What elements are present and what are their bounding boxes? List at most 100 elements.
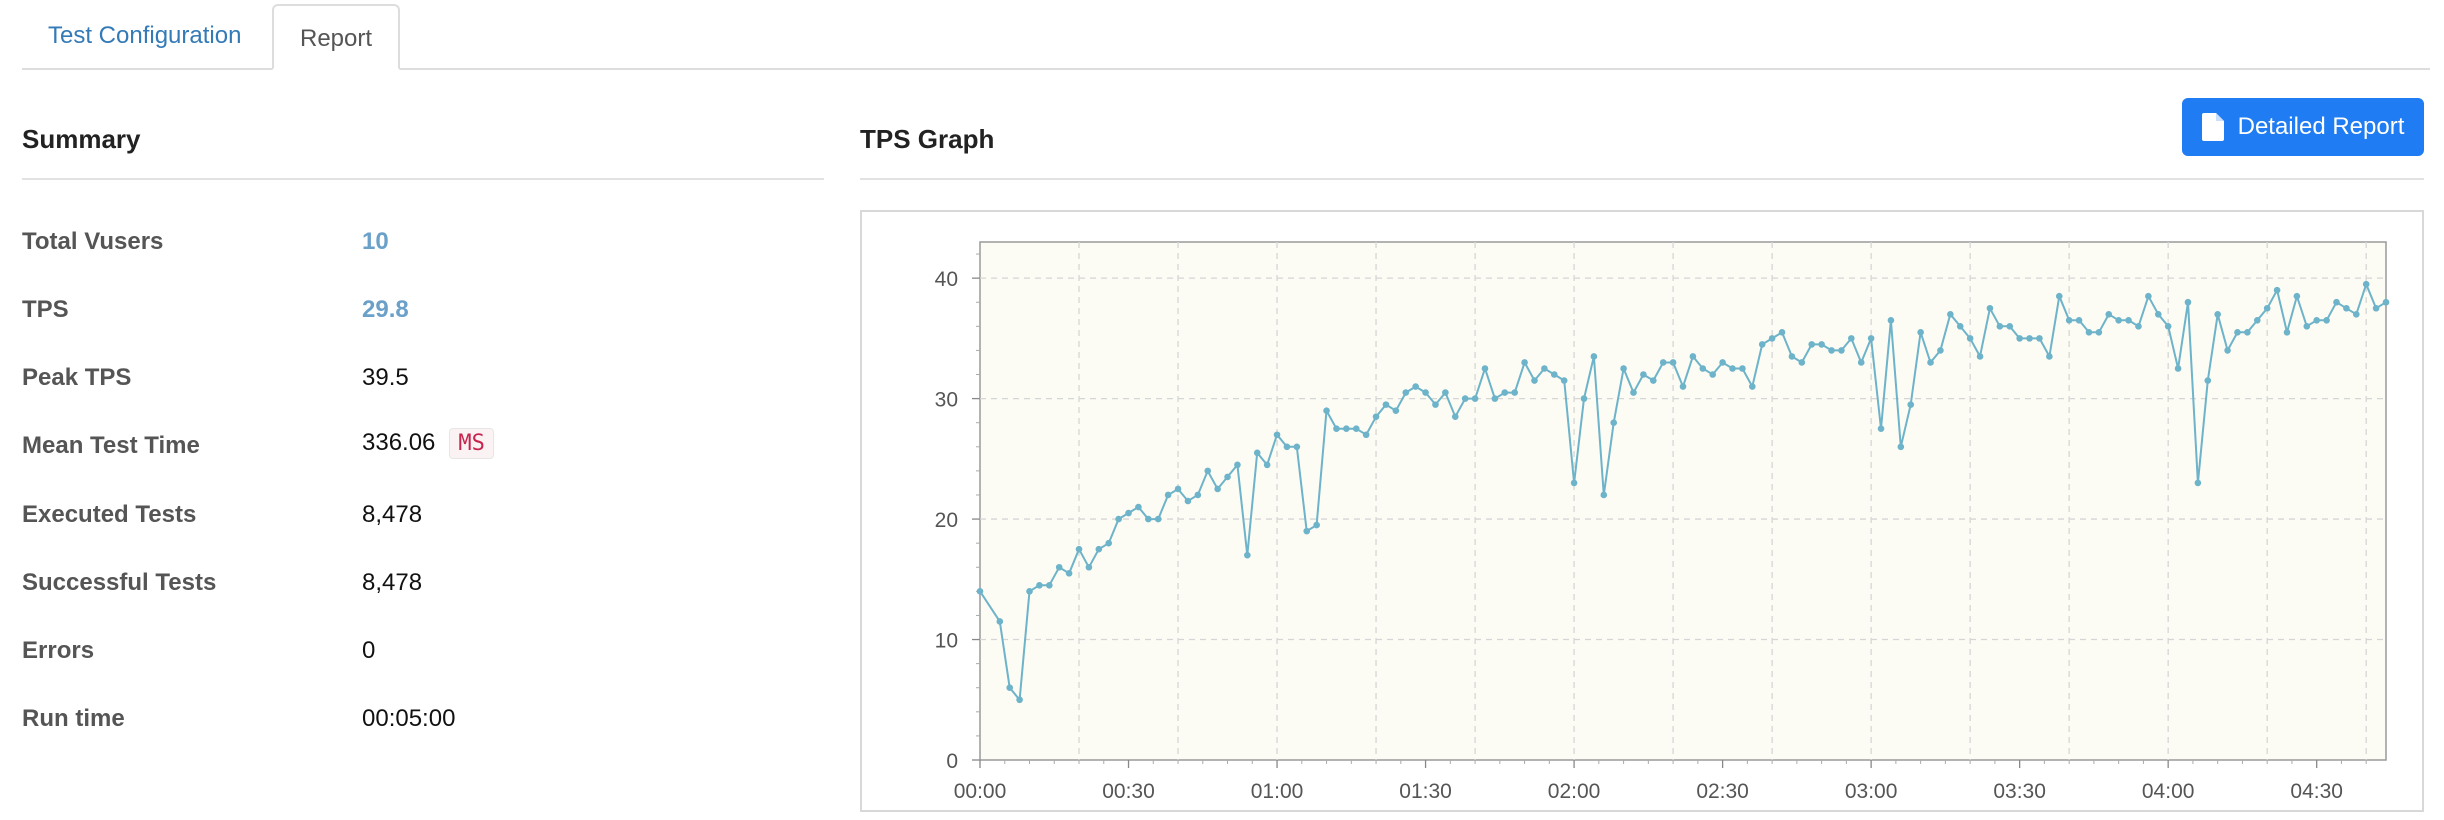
tps-data-point (1263, 461, 1271, 469)
tps-data-point (1293, 443, 1301, 451)
tps-data-point (1927, 359, 1934, 366)
tps-data-point (2244, 329, 2251, 336)
tps-data-point (1907, 401, 1915, 408)
tps-data-point (1580, 395, 1588, 402)
tps-data-point (2075, 317, 2083, 324)
tps-data-point (1253, 449, 1261, 457)
tps-data-point (1956, 323, 1964, 330)
successful-tests-label: Successful Tests (22, 569, 217, 596)
tps-data-point (2372, 304, 2380, 312)
tps-data-point (2105, 310, 2113, 318)
tps-data-point (1016, 696, 1023, 704)
tps-chart: 0 10 20 30 40 00:00 00:30 01:00 01:30 02:00 02:30 0… (935, 241, 2390, 803)
tps-data-point (1887, 317, 1895, 324)
tps-data-point (1917, 329, 1924, 336)
tps-data-point (1788, 353, 1796, 360)
tps-data-point (1184, 497, 1192, 505)
tps-data-point (2036, 335, 2043, 342)
tps-data-point (1798, 359, 1806, 366)
total-vusers-value[interactable]: 10 (362, 228, 389, 255)
tps-data-point (1640, 371, 1647, 378)
tps-data-point (1560, 377, 1568, 384)
tps-data-point (1135, 503, 1142, 511)
detailed-report-button[interactable]: Detailed Report (2182, 98, 2424, 156)
x-tick-label: 02:30 (1696, 780, 1749, 803)
tps-data-point (1867, 335, 1875, 342)
y-tick-label: 10 (935, 630, 958, 653)
tps-data-point (2263, 304, 2271, 312)
tps-data-point (1214, 485, 1221, 493)
tps-data-point (2273, 286, 2281, 294)
successful-tests-value: 8,478 (362, 569, 423, 596)
tps-data-point (1511, 389, 1518, 396)
graph-divider (860, 178, 2424, 180)
tab-test-configuration[interactable]: Test Configuration (48, 22, 242, 49)
y-tick-label: 30 (935, 389, 958, 412)
summary-divider (22, 178, 824, 180)
tps-data-point (1313, 521, 1320, 529)
mean-test-time-label: Mean Test Time (22, 432, 200, 459)
tps-data-point (1323, 407, 1330, 414)
tps-data-point (1402, 389, 1410, 396)
x-tick-label: 01:00 (1251, 780, 1304, 803)
tps-data-point (1857, 359, 1865, 366)
mean-test-time-value-group: 336.06 MS (362, 428, 494, 459)
tps-data-point (1966, 335, 1974, 342)
tps-data-point (1372, 413, 1380, 420)
executed-tests-label: Executed Tests (22, 501, 197, 528)
tps-data-point (2016, 335, 2023, 342)
tps-data-point (1550, 371, 1558, 378)
tps-series-line (979, 281, 2387, 703)
tps-data-point (1897, 443, 1905, 451)
tps-data-point (1204, 467, 1212, 475)
tps-value[interactable]: 29.8 (362, 296, 409, 323)
peak-tps-label: Peak TPS (22, 364, 132, 391)
tps-data-point (1432, 401, 1439, 408)
tps-data-point (2253, 317, 2261, 324)
tps-data-point (1689, 353, 1697, 360)
tps-data-point (1808, 341, 1816, 348)
tps-chart-container: 0 10 20 30 40 00:00 00:30 01:00 01:30 02:00 02:30 0… (860, 210, 2424, 812)
tps-data-point (1768, 335, 1776, 342)
tps-data-point (1422, 389, 1429, 396)
tps-data-point (1075, 545, 1083, 553)
tps-data-point (1145, 515, 1152, 523)
document-icon (2201, 113, 2224, 141)
tps-data-point (1046, 582, 1053, 589)
tps-data-point (2115, 317, 2122, 324)
tps-data-point (1590, 353, 1598, 360)
detailed-report-label: Detailed Report (2237, 113, 2405, 140)
tps-data-point (2283, 329, 2291, 336)
tps-data-point (2343, 304, 2350, 312)
tps-data-point (1877, 425, 1885, 433)
tps-data-point (1382, 401, 1390, 408)
tps-data-point (2234, 329, 2241, 336)
tab-report[interactable]: Report (272, 4, 401, 70)
x-tick-label: 03:30 (1993, 780, 2046, 803)
errors-value: 0 (362, 637, 376, 664)
x-tick-label: 00:00 (954, 780, 1007, 803)
tps-data-point (1630, 389, 1637, 396)
tps-data-point (1699, 365, 1707, 372)
tps-data-point (2194, 479, 2202, 487)
mean-test-time-value: 336.06 (362, 428, 436, 456)
tps-data-point (2125, 317, 2132, 324)
x-tick-label: 00:30 (1102, 780, 1155, 803)
tps-data-point (2154, 310, 2162, 318)
tps-data-point (976, 588, 984, 595)
tps-data-point (2085, 329, 2093, 336)
tps-data-point (2145, 292, 2152, 300)
tps-data-point (1362, 431, 1370, 439)
tps-data-point (2026, 335, 2033, 342)
tps-data-point (1501, 389, 1509, 396)
tps-data-point (1679, 383, 1687, 390)
x-tick-label: 02:00 (1548, 780, 1601, 803)
tps-data-point (1392, 407, 1400, 414)
tps-data-point (1531, 377, 1538, 384)
tps-data-point (1224, 473, 1231, 481)
tps-data-point (1154, 515, 1162, 523)
tps-data-point (1412, 383, 1419, 390)
tps-data-point (1838, 347, 1845, 354)
tps-data-point (1451, 413, 1459, 420)
tps-data-point (1471, 395, 1479, 402)
